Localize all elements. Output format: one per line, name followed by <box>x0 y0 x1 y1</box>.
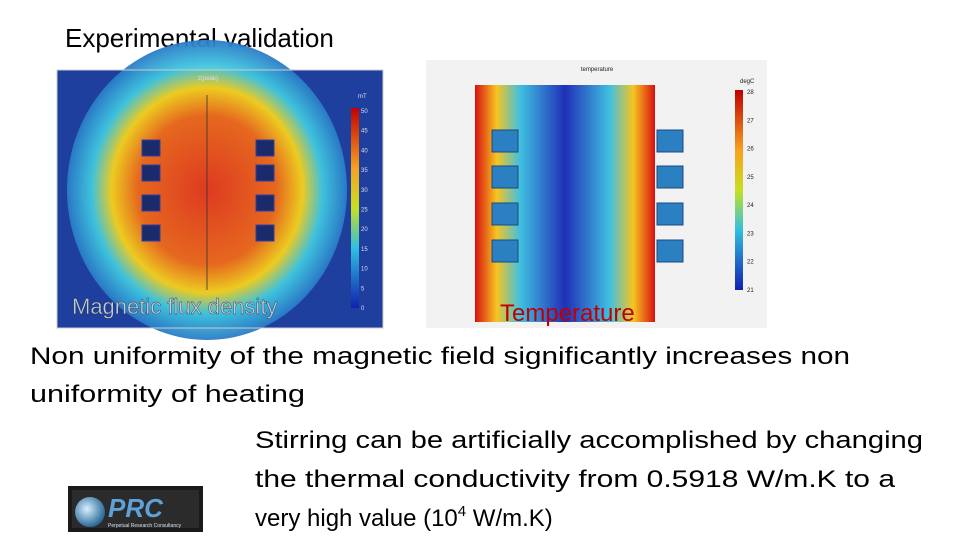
colorbar-label: 30 <box>361 188 368 194</box>
figure-caption: Magnetic flux density <box>72 294 277 319</box>
logo-name: PRC <box>108 493 164 523</box>
colorbar-label: 20 <box>361 227 368 233</box>
logo-tagline: Perpetual Research Consultancy <box>108 523 182 529</box>
note-line: Stirring can be artificially accomplishe… <box>255 427 923 454</box>
colorbar-label: 22 <box>747 260 754 266</box>
paragraph-line: Non uniformity of the magnetic field sig… <box>30 343 850 370</box>
colorbar-label: 35 <box>361 168 368 174</box>
colorbar-label: 27 <box>747 118 754 124</box>
colorbar-label: 26 <box>747 147 754 153</box>
text-run: W/m.K) <box>466 505 553 532</box>
logo: PRC Perpetual Research Consultancy <box>68 486 203 532</box>
colorbar-label: 40 <box>361 148 368 154</box>
temperature-figure: temperature degC 28 27 26 25 24 23 22 21 Temper… <box>426 60 767 328</box>
colorbar-unit: mT <box>358 94 367 100</box>
colorbar-label: 5 <box>361 286 365 292</box>
figure-caption: Temperature <box>500 300 635 327</box>
colorbar-label: 28 <box>747 90 754 96</box>
colorbar-label: 25 <box>747 175 754 181</box>
superscript: 4 <box>458 503 466 520</box>
colorbar-label: 24 <box>747 203 754 209</box>
colorbar-label: 21 <box>747 288 754 294</box>
note-line: the thermal conductivity from 0.5918 W/m… <box>255 466 896 493</box>
colorbar-label: 50 <box>361 109 368 115</box>
colorbar-unit: degC <box>740 79 755 85</box>
colorbar-label: 10 <box>361 267 368 273</box>
text-run: very high value (10 <box>255 505 458 532</box>
note-line: very high value (104 W/m.K) <box>255 503 553 532</box>
colorbar-label: 15 <box>361 247 368 253</box>
paragraph-line: uniformity of heating <box>30 381 305 408</box>
colorbar-label: 25 <box>361 208 368 214</box>
colorbar-label: 23 <box>747 231 754 237</box>
colorbar-label: 0 <box>361 306 365 312</box>
colorbar-label: 45 <box>361 129 368 135</box>
image-title: temperature <box>581 67 614 73</box>
image-title: z(peak) <box>198 76 218 82</box>
